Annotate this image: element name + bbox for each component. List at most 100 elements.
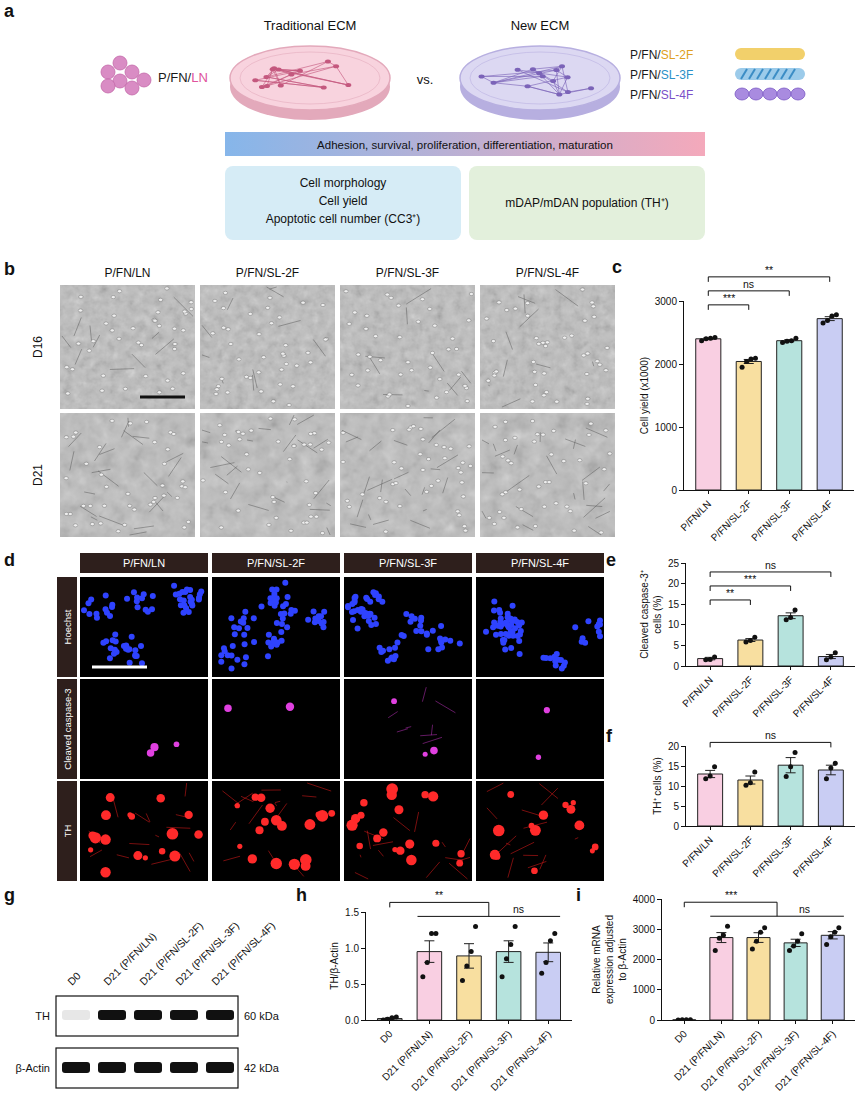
html-text:g: g (4, 885, 15, 905)
svg-text:D21 (P/FN/SL-3F): D21 (P/FN/SL-3F) (736, 1028, 801, 1093)
svg-text:D21 (P/FN/LN): D21 (P/FN/LN) (380, 1028, 435, 1083)
svg-text:TH/β-Actin: TH/β-Actin (329, 942, 340, 989)
svg-text:P/FN/LN: P/FN/LN (104, 266, 150, 280)
html-text:d: d (4, 550, 15, 570)
svg-text:***: *** (725, 889, 737, 901)
svg-text:vs.: vs. (417, 72, 434, 87)
svg-text:1000: 1000 (633, 984, 656, 995)
svg-text:60 kDa: 60 kDa (244, 1010, 280, 1022)
svg-text:0.0: 0.0 (345, 1015, 359, 1026)
svg-text:TH⁺ cells (%): TH⁺ cells (%) (652, 757, 663, 814)
svg-text:P/FN/SL-2F: P/FN/SL-2F (247, 557, 305, 569)
svg-text:P/FN/SL-4F: P/FN/SL-4F (791, 674, 836, 719)
svg-text:15: 15 (668, 599, 680, 610)
svg-text:P/FN/LN: P/FN/LN (678, 498, 713, 533)
svg-text:P/FN/SL-3F: P/FN/SL-3F (630, 68, 693, 82)
svg-text:β-Actin: β-Actin (16, 1062, 50, 1074)
svg-text:TH: TH (35, 1010, 50, 1022)
svg-text:Traditional ECM: Traditional ECM (264, 18, 357, 33)
svg-text:P/FN/LN: P/FN/LN (680, 674, 715, 709)
svg-text:P/FN/SL-2F: P/FN/SL-2F (236, 266, 299, 280)
svg-text:ns: ns (513, 903, 524, 915)
svg-text:D21 (P/FN/SL-2F): D21 (P/FN/SL-2F) (409, 1028, 474, 1093)
svg-text:D0: D0 (378, 1028, 395, 1045)
svg-text:***: *** (723, 292, 735, 304)
svg-text:D21 (P/FN/SL-4F): D21 (P/FN/SL-4F) (209, 919, 277, 987)
svg-text:20: 20 (668, 578, 680, 589)
svg-text:P/FN/SL-2F: P/FN/SL-2F (710, 834, 755, 879)
svg-text:D21 (P/FN/SL-2F): D21 (P/FN/SL-2F) (699, 1028, 764, 1093)
svg-text:0: 0 (673, 821, 679, 832)
svg-text:D21 (P/FN/LN): D21 (P/FN/LN) (672, 1028, 727, 1083)
svg-text:2000: 2000 (655, 359, 678, 370)
svg-text:1.5: 1.5 (345, 907, 359, 918)
svg-text:P/FN/SL-2F: P/FN/SL-2F (709, 498, 754, 543)
svg-text:P/FN/SL-3F: P/FN/SL-3F (379, 557, 437, 569)
svg-text:0: 0 (671, 485, 677, 496)
svg-text:3000: 3000 (633, 924, 656, 935)
svg-text:ns: ns (799, 903, 810, 915)
svg-text:ns: ns (765, 559, 776, 571)
svg-text:3000: 3000 (655, 296, 678, 307)
svg-text:20: 20 (668, 741, 680, 752)
svg-text:P/FN/SL-3F: P/FN/SL-3F (376, 266, 439, 280)
svg-text:Cleaved caspase-3: Cleaved caspase-3 (62, 688, 73, 769)
svg-text:P/FN/LN: P/FN/LN (680, 834, 715, 869)
svg-text:P/FN/SL-2F: P/FN/SL-2F (710, 674, 755, 719)
svg-text:2000: 2000 (633, 954, 656, 965)
svg-text:5: 5 (673, 801, 679, 812)
svg-text:Cleaved caspase-3⁺cells (%): Cleaved caspase-3⁺cells (%) (639, 569, 663, 659)
svg-text:25: 25 (668, 558, 680, 569)
svg-text:Apoptotic cell number (CC3⁺): Apoptotic cell number (CC3⁺) (266, 212, 421, 226)
svg-text:Cell yield: Cell yield (319, 194, 368, 208)
svg-text:Relative mRNAexpression adjust: Relative mRNAexpression adjustedto β-Act… (591, 915, 628, 1004)
svg-text:D21 (P/FN/SL-4F): D21 (P/FN/SL-4F) (773, 1028, 838, 1093)
svg-text:New ECM: New ECM (511, 18, 570, 33)
svg-text:P/FN/SL-3F: P/FN/SL-3F (750, 834, 795, 879)
svg-text:4000: 4000 (633, 894, 656, 905)
svg-text:mDAP/mDAN population (TH⁺): mDAP/mDAN population (TH⁺) (505, 196, 668, 210)
svg-text:Cell morphology: Cell morphology (300, 176, 387, 190)
svg-text:P/FN/SL-2F: P/FN/SL-2F (630, 48, 693, 62)
html-text:b: b (4, 259, 15, 279)
svg-text:**: ** (765, 264, 773, 276)
svg-text:P/FN/SL-4F: P/FN/SL-4F (630, 88, 693, 102)
svg-text:***: *** (744, 573, 756, 585)
svg-text:D0: D0 (672, 1028, 689, 1045)
svg-text:D0: D0 (65, 969, 83, 987)
svg-text:0.5: 0.5 (345, 979, 359, 990)
html-text:h: h (296, 885, 307, 905)
svg-text:**: ** (726, 587, 734, 599)
svg-text:10: 10 (668, 619, 680, 630)
svg-text:P/FN/SL-4F: P/FN/SL-4F (511, 557, 569, 569)
svg-text:1000: 1000 (655, 422, 678, 433)
svg-text:P/FN/SL-4F: P/FN/SL-4F (790, 498, 835, 543)
svg-text:ns: ns (765, 729, 776, 741)
svg-text:0: 0 (649, 1015, 655, 1026)
svg-text:ns: ns (743, 278, 754, 290)
svg-text:P/FN/SL-4F: P/FN/SL-4F (791, 834, 836, 879)
svg-text:D21: D21 (31, 464, 45, 486)
svg-text:D21 (P/FN/SL-3F): D21 (P/FN/SL-3F) (173, 919, 241, 987)
svg-text:15: 15 (668, 761, 680, 772)
svg-text:D21 (P/FN/SL-3F): D21 (P/FN/SL-3F) (449, 1028, 514, 1093)
svg-text:42 kDa: 42 kDa (244, 1062, 280, 1074)
svg-text:10: 10 (668, 781, 680, 792)
svg-text:D21 (P/FN/LN): D21 (P/FN/LN) (100, 929, 159, 988)
svg-text:0: 0 (673, 661, 679, 672)
svg-text:Hoechst: Hoechst (62, 609, 73, 644)
svg-text:5: 5 (673, 640, 679, 651)
svg-text:P/FN/SL-3F: P/FN/SL-3F (749, 498, 794, 543)
svg-text:D21 (P/FN/SL-2F): D21 (P/FN/SL-2F) (137, 919, 205, 987)
svg-text:TH: TH (62, 825, 73, 838)
svg-text:P/FN/LN: P/FN/LN (123, 557, 165, 569)
svg-text:P/FN/SL-3F: P/FN/SL-3F (750, 674, 795, 719)
svg-text:1.0: 1.0 (345, 943, 359, 954)
svg-text:D21 (P/FN/SL-4F): D21 (P/FN/SL-4F) (488, 1028, 553, 1093)
svg-text:D16: D16 (31, 336, 45, 358)
svg-text:P/FN/SL-4F: P/FN/SL-4F (516, 266, 579, 280)
svg-text:Adhesion, survival, proliferat: Adhesion, survival, proliferation, diffe… (317, 139, 613, 151)
svg-text:**: ** (435, 889, 443, 901)
svg-text:P/FN/LN: P/FN/LN (158, 70, 208, 85)
svg-text:Cell yield (x1000): Cell yield (x1000) (639, 357, 650, 434)
